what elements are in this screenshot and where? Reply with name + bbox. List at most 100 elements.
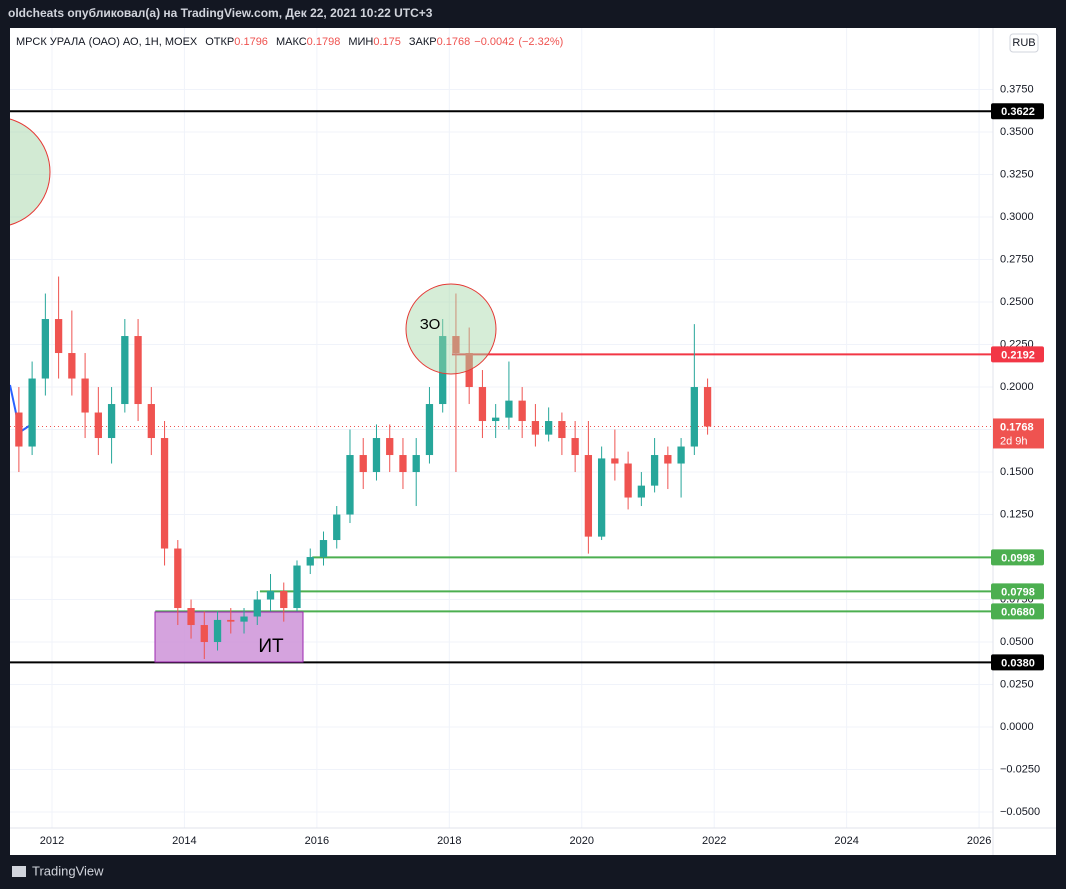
candle-body bbox=[439, 336, 447, 405]
candle-body bbox=[571, 438, 579, 456]
candle-body bbox=[293, 565, 301, 609]
candle-body bbox=[121, 336, 129, 405]
candle-body bbox=[478, 387, 487, 422]
header-title: oldcheats опубликовал(а) на TradingView.… bbox=[8, 6, 433, 20]
candle-body bbox=[319, 540, 328, 558]
y-tick-label: 0.2500 bbox=[1000, 296, 1034, 308]
y-tick-label: 0.0500 bbox=[1000, 636, 1034, 648]
candle-body bbox=[107, 404, 116, 439]
symbol: МРСК УРАЛА (ОАО) АО, 1Н, MOEX bbox=[16, 36, 198, 48]
legend-key: ОТКР bbox=[205, 36, 234, 48]
candle-body bbox=[399, 455, 407, 473]
candle-body bbox=[280, 591, 288, 609]
candle-body bbox=[200, 625, 208, 643]
candle-body bbox=[54, 319, 63, 354]
candle-body bbox=[637, 485, 646, 498]
y-tick-label: 0.1500 bbox=[1000, 466, 1034, 478]
legend-value: 0.1796 bbox=[234, 36, 268, 48]
x-tick-label: 2016 bbox=[305, 835, 329, 847]
candle-body bbox=[346, 455, 354, 515]
annotation-labels: ЗО ИТ bbox=[258, 283, 497, 657]
level-badge bbox=[991, 654, 1044, 671]
candle-body bbox=[664, 455, 672, 464]
candle-body bbox=[505, 400, 513, 418]
legend-key: ЗАКР bbox=[409, 36, 437, 48]
candle-body bbox=[412, 455, 420, 473]
currency-badge bbox=[1009, 33, 1039, 53]
level-label: 0.0380 bbox=[1001, 657, 1035, 669]
candle-body bbox=[41, 319, 50, 379]
candle-body bbox=[584, 455, 593, 537]
y-tick-label: −0.0500 bbox=[1000, 806, 1040, 818]
level-label: 0.3622 bbox=[1001, 106, 1035, 118]
level-label: 0.0798 bbox=[1001, 586, 1035, 598]
level-badge bbox=[991, 346, 1044, 363]
candle-body bbox=[545, 421, 553, 435]
candle-body bbox=[174, 548, 182, 609]
candle-body bbox=[333, 514, 341, 541]
candle-body bbox=[147, 404, 155, 439]
level-badge bbox=[991, 549, 1044, 566]
y-tick-label: 0.2750 bbox=[1000, 253, 1034, 265]
change-pct: (−2.32%) bbox=[518, 36, 563, 48]
candle-body bbox=[15, 412, 23, 447]
last-price-badge bbox=[993, 418, 1044, 449]
legend-value: 0.1768 bbox=[437, 36, 471, 48]
x-tick-label: 2020 bbox=[570, 835, 594, 847]
footer-logo bbox=[12, 866, 26, 877]
candle-body bbox=[266, 591, 275, 600]
candle-body bbox=[134, 336, 142, 405]
y-tick-label: 0.3750 bbox=[1000, 83, 1034, 95]
candle-body bbox=[213, 619, 222, 643]
candle-body bbox=[492, 417, 500, 422]
candle-body bbox=[372, 438, 381, 473]
change: −0.0042 bbox=[474, 36, 514, 48]
candle-body bbox=[558, 421, 566, 439]
level-badge bbox=[991, 603, 1044, 620]
candle-body bbox=[650, 455, 659, 486]
candle-body bbox=[690, 387, 698, 447]
y-tick-label: 0.0000 bbox=[1000, 721, 1034, 733]
candle-body bbox=[703, 387, 712, 427]
x-tick-label: 2014 bbox=[172, 835, 196, 847]
level-label: 0.2192 bbox=[1001, 349, 1035, 361]
x-tick-label: 2024 bbox=[834, 835, 858, 847]
candle-body bbox=[425, 404, 434, 456]
candle-body bbox=[94, 412, 102, 439]
candle-body bbox=[624, 463, 632, 498]
candle-body bbox=[240, 616, 248, 622]
circle-annotation bbox=[10, 118, 51, 226]
candle-body bbox=[28, 378, 36, 447]
x-tick-label: 2012 bbox=[40, 835, 64, 847]
y-tick-label: 0.3250 bbox=[1000, 168, 1034, 180]
legend-value: 0.1798 bbox=[307, 36, 341, 48]
ohlc-legend: МРСК УРАЛА (ОАО) АО, 1Н, MOEX ОТКР0.1796 М… bbox=[16, 36, 563, 48]
x-tick-label: 2026 bbox=[967, 835, 991, 847]
y-tick-label: −0.0250 bbox=[1000, 763, 1040, 775]
x-tick-label: 2018 bbox=[437, 835, 461, 847]
x-tick-label: 2022 bbox=[702, 835, 726, 847]
level-label: 0.0680 bbox=[1001, 606, 1035, 618]
candle-body bbox=[359, 455, 367, 473]
annotation-text: ИТ bbox=[258, 636, 284, 657]
y-tick-label: 0.3000 bbox=[1000, 211, 1034, 223]
candle-body bbox=[611, 458, 619, 464]
y-tick-label: 0.0250 bbox=[1000, 678, 1034, 690]
currency: RUB bbox=[1012, 37, 1035, 49]
candle-body bbox=[187, 608, 195, 626]
candle-body bbox=[160, 438, 169, 549]
y-tick-label: 0.2000 bbox=[1000, 381, 1034, 393]
candle-body bbox=[306, 557, 314, 566]
candle-body bbox=[531, 421, 540, 435]
candle-body bbox=[677, 446, 685, 464]
level-badge bbox=[991, 103, 1044, 120]
candle-body bbox=[518, 400, 526, 422]
candle-body bbox=[253, 599, 261, 617]
annotation-text: ЗО bbox=[420, 316, 441, 333]
countdown-label: 2d 9h bbox=[1000, 435, 1028, 447]
legend-key: МАКС bbox=[276, 36, 307, 48]
level-label: 0.0998 bbox=[1001, 552, 1035, 564]
legend-value: 0.175 bbox=[373, 36, 401, 48]
y-tick-label: 0.3500 bbox=[1000, 126, 1034, 138]
